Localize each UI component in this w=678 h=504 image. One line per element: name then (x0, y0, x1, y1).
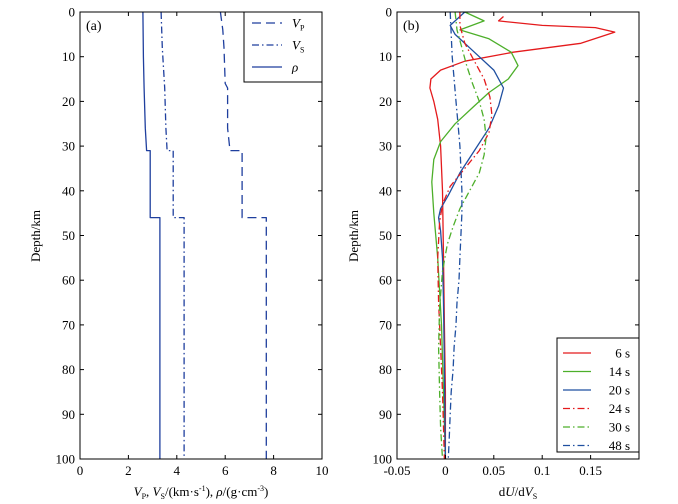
panel-b-label: (b) (403, 19, 420, 34)
y-tick-label: 60 (62, 273, 75, 288)
panel-a-ylabel: Depth/km (28, 210, 43, 262)
y-tick-label: 10 (62, 49, 75, 64)
legend-label-b-4: 30 s (609, 420, 630, 435)
panel-b-series (429, 11, 616, 460)
y-tick-label: 100 (56, 452, 76, 467)
y-tick-label: 20 (379, 94, 392, 109)
y-tick-label: 50 (62, 228, 75, 243)
series-line-b-0 (429, 16, 616, 459)
x-tick-label: 0.05 (482, 463, 505, 478)
series-line-b-2 (437, 11, 505, 460)
legend-label-b-5: 48 s (609, 438, 630, 453)
y-tick-label: 0 (69, 5, 76, 20)
y-tick-label: 10 (379, 49, 392, 64)
panel-a-xlabel: VP, VS/(km·s-1), ρ/(g·cm-3) (134, 484, 269, 501)
series-line-b-5 (447, 11, 463, 460)
x-tick-label: 0.1 (534, 463, 550, 478)
panel-b-legend: 6 s 14 s 20 s 24 s 30 s 48 s (556, 337, 640, 453)
y-tick-label: 90 (62, 407, 75, 422)
x-tick-label: 0 (442, 463, 449, 478)
legend-label-b-1: 14 s (609, 364, 630, 379)
panel-b-legend-box (556, 337, 640, 453)
x-tick-label: 4 (174, 463, 181, 478)
series-line-a-0 (219, 11, 267, 459)
panel-a-label: (a) (86, 19, 102, 34)
y-tick-label: 70 (379, 317, 392, 332)
x-tick-label: 10 (316, 463, 329, 478)
y-tick-label: 70 (62, 317, 75, 332)
y-tick-label: 30 (379, 139, 392, 154)
legend-label-b-2: 20 s (609, 383, 630, 398)
panel-b: -0.05 0 0.05 0.1 0.150102030405060708090100 … (346, 5, 640, 501)
y-tick-label: 80 (62, 362, 75, 377)
x-tick-label: 0.15 (579, 463, 602, 478)
series-line-b-4 (437, 11, 487, 460)
legend-label-a-1: VS (292, 38, 304, 55)
y-tick-label: 50 (379, 228, 392, 243)
series-line-a-1 (160, 11, 185, 459)
panel-a-legend-box (243, 11, 323, 83)
y-tick-label: 80 (379, 362, 392, 377)
x-tick-label: 0 (77, 463, 84, 478)
legend-label-b-3: 24 s (609, 401, 630, 416)
legend-label-a-0: VP (292, 16, 305, 33)
x-tick-label: 8 (270, 463, 277, 478)
x-tick-label: -0.05 (383, 463, 410, 478)
x-tick-label: 2 (125, 463, 132, 478)
y-tick-label: 60 (379, 273, 392, 288)
panel-b-ylabel: Depth/km (346, 210, 361, 262)
y-tick-label: 40 (62, 183, 75, 198)
y-tick-label: 40 (379, 183, 392, 198)
panel-b-xlabel: dU/dVS (499, 484, 537, 501)
y-tick-label: 90 (379, 407, 392, 422)
y-tick-label: 20 (62, 94, 75, 109)
legend-label-a-2: ρ (291, 60, 298, 75)
panel-a-series (142, 11, 267, 459)
panel-a-legend: VP VS ρ (243, 11, 323, 83)
y-tick-label: 30 (62, 139, 75, 154)
legend-label-b-0: 6 s (615, 346, 630, 361)
y-tick-label: 100 (373, 452, 393, 467)
series-line-a-2 (142, 11, 161, 459)
x-tick-label: 6 (222, 463, 229, 478)
y-tick-label: 0 (386, 5, 393, 20)
